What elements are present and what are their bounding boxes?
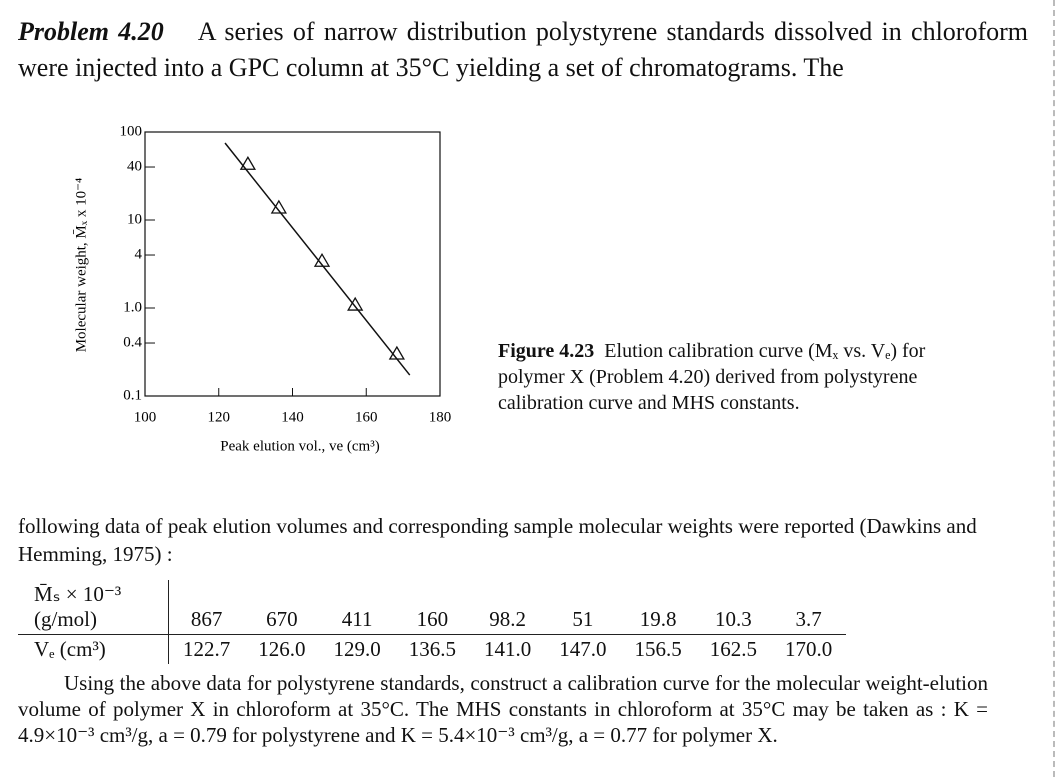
y-tick-label: 10 bbox=[127, 211, 142, 227]
table-cell: 147.0 bbox=[545, 634, 621, 664]
data-table: M̄ₛ × 10⁻³ (g/mol) 867 670 411 160 98.2 51 19.8… bbox=[18, 580, 847, 664]
y-tick-label: 0.1 bbox=[123, 387, 142, 403]
table-cell: 136.5 bbox=[394, 634, 470, 664]
caption-text: Elution calibration curve (Mₓ vs. Vₑ) fo… bbox=[498, 340, 926, 414]
data-point bbox=[347, 296, 364, 311]
fit-line bbox=[224, 142, 411, 376]
x-tick-label: 120 bbox=[208, 409, 231, 425]
table-cell: 141.0 bbox=[470, 634, 546, 664]
page-edge bbox=[1053, 0, 1055, 777]
table-cell: 122.7 bbox=[168, 634, 245, 664]
question: Using the above data for polystyrene sta… bbox=[18, 671, 988, 747]
table-cell: 162.5 bbox=[695, 634, 771, 664]
table-cell: 411 bbox=[341, 607, 373, 631]
table-cell: 170.0 bbox=[771, 634, 847, 664]
table-cell: 160 bbox=[416, 607, 449, 631]
row-header: Vₑ (cm³) bbox=[18, 634, 169, 664]
table-cell: 98.2 bbox=[489, 607, 526, 631]
y-tick-label: 40 bbox=[127, 158, 142, 174]
caption-label: Figure 4.23 bbox=[498, 340, 595, 362]
table-cell: 670 bbox=[266, 607, 298, 631]
table-row: M̄ₛ × 10⁻³ (g/mol) 867 670 411 160 98.2 51 19.8… bbox=[18, 580, 846, 635]
x-tick-label: 100 bbox=[134, 409, 157, 425]
intro: Problem 4.20 A series of narrow distribut… bbox=[18, 14, 1028, 86]
table-cell: 19.8 bbox=[639, 607, 677, 631]
y-tick-label: 0.4 bbox=[123, 334, 142, 350]
table-cell: 156.5 bbox=[620, 634, 696, 664]
x-axis-label: Peak elution vol., ve (cm³) bbox=[220, 438, 379, 454]
table-cell: 10.3 bbox=[715, 607, 752, 631]
y-axis-label: Molecular weight, M̄ₓ x 10⁻⁴ bbox=[73, 178, 89, 353]
y-tick-label: 100 bbox=[120, 123, 143, 139]
y-tick-label: 1.0 bbox=[123, 299, 142, 315]
problem-label: Problem 4.20 bbox=[18, 17, 164, 46]
table-cell: 3.7 bbox=[795, 607, 822, 631]
table-cell: 129.0 bbox=[319, 634, 395, 664]
table-cell: 867 bbox=[190, 607, 223, 631]
paragraph: following data of peak elution volumes a… bbox=[18, 514, 977, 566]
table-row: Vₑ (cm³) 122.7 126.0 129.0 136.5 141.0 147.0 15… bbox=[18, 634, 847, 664]
problem-text: A series of narrow distribution polystyr… bbox=[18, 17, 1028, 82]
x-tick-label: 140 bbox=[281, 409, 304, 425]
figure: Peak elution vol., ve (cm³) Molecular we… bbox=[73, 123, 452, 454]
x-tick-label: 180 bbox=[429, 409, 452, 425]
data-point bbox=[239, 155, 257, 170]
table-cell: 126.0 bbox=[244, 634, 320, 664]
x-tick-label: 160 bbox=[355, 409, 378, 425]
y-tick-label: 4 bbox=[135, 246, 143, 262]
table-cell: 51 bbox=[572, 607, 594, 631]
row-header: M̄ₛ × 10⁻³ (g/mol) bbox=[18, 580, 169, 635]
figure-caption: Figure 4.23 Elution calibration curve (Mₓ… bbox=[498, 338, 984, 416]
